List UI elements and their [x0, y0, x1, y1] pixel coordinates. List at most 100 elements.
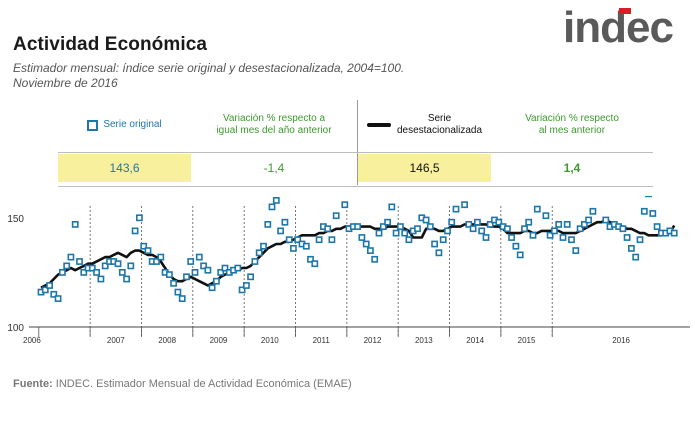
- original-point: [50, 290, 58, 298]
- legend-square-icon: [87, 119, 99, 131]
- original-point: [636, 236, 644, 244]
- original-point: [144, 247, 152, 254]
- year-label: 2015: [518, 336, 536, 345]
- original-point: [546, 231, 554, 239]
- original-point: [405, 236, 413, 244]
- var-interanual-label-1: Variación % respecto a: [222, 113, 326, 124]
- source-text: INDEC. Estimador Mensual de Actividad Ec…: [52, 378, 352, 390]
- original-point: [114, 260, 122, 268]
- original-point: [140, 242, 148, 250]
- original-point: [195, 253, 203, 261]
- original-point: [495, 218, 503, 226]
- original-point: [67, 253, 75, 261]
- var-mensual-header: Variación % respecto al mes anterior: [491, 100, 653, 150]
- original-point: [294, 236, 302, 244]
- original-point: [653, 223, 661, 230]
- original-point: [439, 236, 447, 244]
- y-tick-label: 100: [7, 323, 24, 334]
- original-point: [178, 295, 186, 302]
- original-point: [469, 225, 477, 233]
- original-point: [268, 203, 276, 211]
- original-point: [187, 258, 195, 265]
- original-point: [525, 218, 533, 226]
- original-point: [183, 273, 190, 281]
- original-point: [71, 220, 79, 228]
- original-point: [136, 214, 143, 222]
- original-point: [247, 273, 254, 281]
- original-point: [76, 258, 83, 265]
- activity-chart: 100 150 2006 2007 2008 2009 2010 2011 2012 2013 20…: [7, 196, 690, 345]
- original-point: [473, 218, 481, 226]
- original-point: [461, 201, 468, 209]
- original-point: [585, 216, 592, 224]
- original-point: [482, 234, 490, 241]
- original-point: [97, 275, 105, 283]
- original-point: [285, 236, 293, 244]
- original-point: [602, 216, 610, 224]
- original-point: [623, 234, 631, 241]
- original-point: [332, 212, 340, 220]
- original-point: [632, 253, 640, 261]
- original-point: [213, 277, 220, 285]
- year-label: 2009: [210, 336, 228, 345]
- source-note: Fuente: INDEC. Estimador Mensual de Acti…: [13, 378, 352, 390]
- year-label: 2013: [415, 336, 433, 345]
- original-point: [281, 218, 289, 226]
- original-point: [521, 225, 528, 233]
- original-point: [362, 240, 370, 248]
- original-point: [264, 220, 272, 228]
- original-point: [550, 227, 558, 235]
- original-point: [118, 269, 126, 276]
- original-point: [388, 203, 396, 211]
- original-point: [174, 288, 182, 296]
- original-point: [354, 223, 361, 230]
- original-point: [649, 210, 657, 217]
- original-point: [63, 262, 71, 270]
- original-point: [131, 227, 139, 235]
- original-point: [255, 249, 263, 257]
- original-point: [101, 262, 109, 270]
- var-interanual-label-2: igual mes del año anterior: [216, 125, 332, 136]
- original-point: [414, 225, 421, 233]
- year-label: 2014: [466, 336, 484, 345]
- original-point: [93, 269, 100, 276]
- original-point: [670, 229, 678, 237]
- page-subtitle: Estimador mensual: índice serie original…: [13, 61, 404, 91]
- original-point: [516, 251, 524, 259]
- original-point: [341, 201, 349, 209]
- original-point: [431, 240, 438, 248]
- original-point: [123, 275, 130, 283]
- original-point: [375, 229, 383, 237]
- subtitle-line-1: Estimador mensual: índice serie original…: [13, 61, 405, 75]
- original-point: [217, 269, 225, 276]
- original-point: [204, 266, 212, 274]
- value-desest: 146,5: [358, 154, 491, 182]
- original-point: [157, 253, 165, 261]
- year-label: 2016: [612, 336, 630, 345]
- original-point: [302, 242, 310, 250]
- original-point: [444, 227, 451, 235]
- legend-line-icon: [366, 123, 391, 127]
- subtitle-line-2: Noviembre de 2016: [13, 76, 118, 90]
- original-point: [508, 234, 515, 241]
- original-point: [401, 229, 409, 237]
- original-point: [435, 249, 443, 257]
- original-point: [311, 260, 319, 268]
- original-point: [200, 262, 207, 270]
- original-point: [486, 220, 494, 228]
- year-label: 2012: [364, 336, 382, 345]
- original-point: [503, 225, 511, 233]
- original-point: [422, 216, 430, 224]
- var-mensual-label-2: al mes anterior: [538, 125, 606, 136]
- original-point: [166, 271, 173, 278]
- original-point: [315, 236, 323, 244]
- page-title: Actividad Económica: [13, 34, 208, 55]
- original-point: [243, 282, 250, 289]
- original-point: [559, 234, 567, 241]
- original-point: [426, 223, 434, 230]
- original-point: [88, 264, 96, 272]
- original-point: [512, 242, 520, 250]
- original-point: [41, 286, 49, 294]
- summary-separator-1: [357, 100, 358, 185]
- year-label: 2011: [313, 336, 331, 345]
